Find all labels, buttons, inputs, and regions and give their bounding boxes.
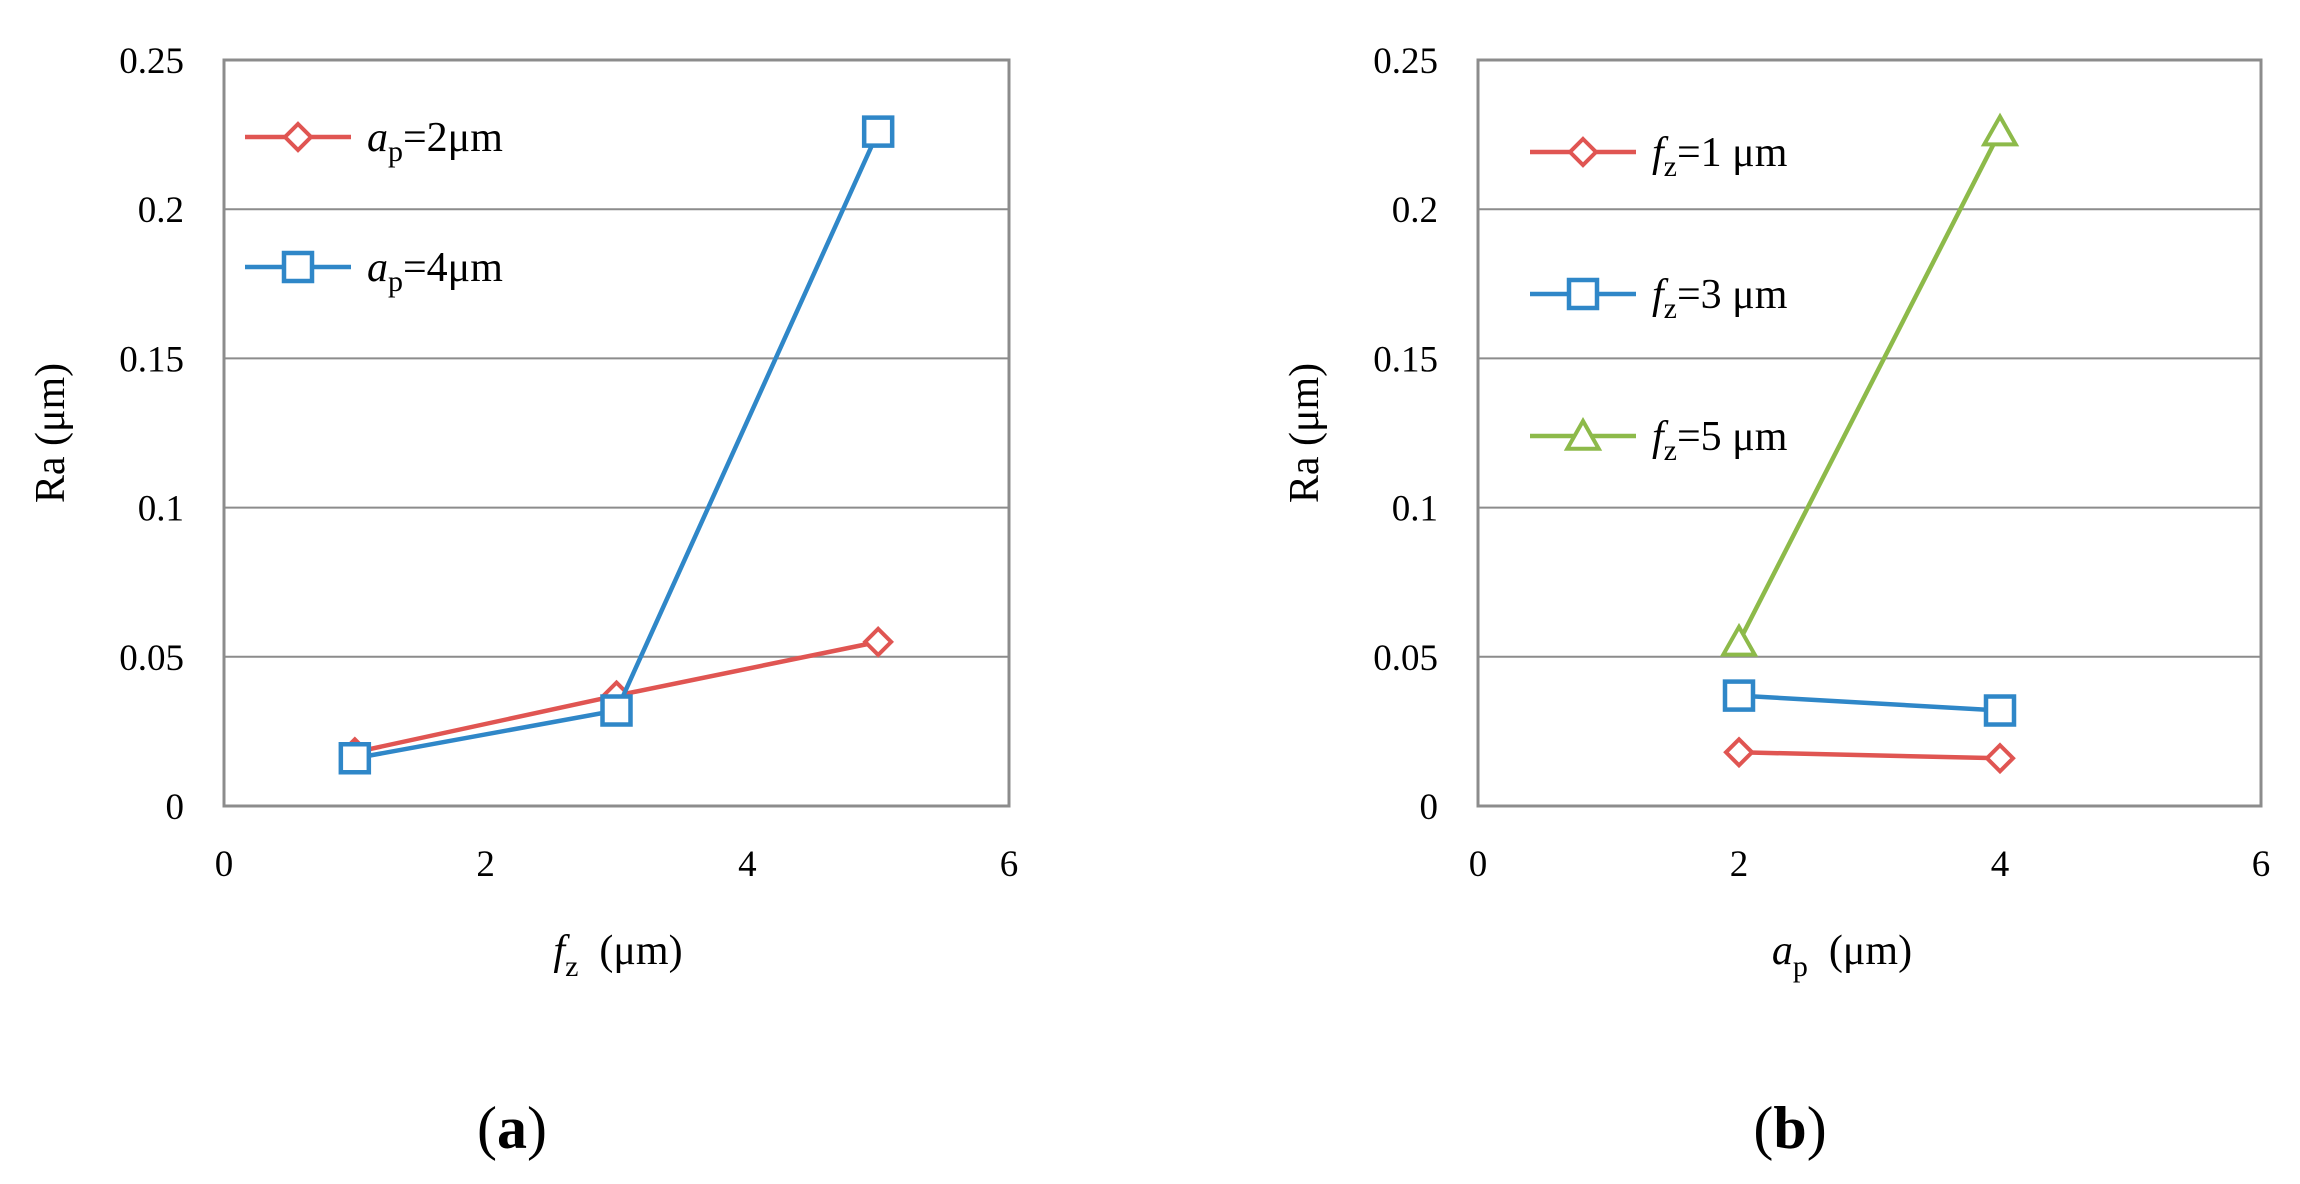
- legend: fz=1 μm fz=3 μm fz=5 μm: [1530, 130, 1788, 467]
- data-point: [861, 115, 895, 148]
- x-tick-label: 6: [2252, 844, 2271, 885]
- legend-marker: [1566, 277, 1600, 311]
- chart-panel-a: 0 0.05 0.1 0.15 0.2 0.25 0 2 4 6 Ra (μm) fz (μm) ap=…: [28, 41, 1018, 1161]
- y-tick-label: 0.25: [119, 41, 184, 82]
- data-point: [1984, 742, 2016, 775]
- legend-entry: fz=1 μm: [1652, 130, 1788, 183]
- y-tick-label: 0.15: [119, 339, 184, 380]
- x-tick-label: 6: [1000, 844, 1019, 885]
- y-tick-label: 0.15: [1373, 339, 1438, 380]
- series-line: [1738, 750, 2001, 761]
- x-axis-label: fz (μm): [553, 928, 682, 983]
- data-point: [1983, 694, 2017, 727]
- y-tick-label: 0.2: [1392, 190, 1438, 231]
- plot-area: [222, 58, 1011, 808]
- data-point: [338, 742, 372, 775]
- x-tick-label: 0: [1469, 844, 1488, 885]
- y-axis-label: Ra (μm): [1282, 363, 1328, 503]
- series-1: [338, 115, 895, 775]
- x-tick-label: 4: [1991, 844, 2010, 885]
- x-tick-label: 0: [215, 844, 234, 885]
- series-2: [1719, 112, 2020, 657]
- series-line: [1736, 130, 2003, 643]
- x-tick-label: 4: [738, 844, 757, 885]
- legend-entry: ap=2μm: [367, 115, 503, 168]
- data-point: [1722, 679, 1756, 712]
- series-line: [1738, 693, 2001, 713]
- panel-label: (a): [477, 1095, 547, 1161]
- series-1: [1722, 679, 2017, 727]
- y-tick-label: 0.2: [138, 190, 184, 231]
- y-tick-label: 0.1: [1392, 489, 1438, 530]
- y-tick-label: 0.05: [119, 638, 184, 679]
- legend-marker: [1567, 136, 1599, 168]
- data-point: [1723, 736, 1755, 769]
- y-tick-label: 0: [1420, 787, 1439, 828]
- legend: ap=2μm ap=4μm: [245, 115, 503, 298]
- chart-panel-b: 0 0.05 0.1 0.15 0.2 0.25 0 2 4 6 Ra (μm) ap (μm) fz=…: [1282, 41, 2270, 1161]
- legend-marker: [282, 121, 314, 153]
- legend-entry: fz=5 μm: [1652, 414, 1788, 467]
- y-tick-label: 0: [166, 787, 185, 828]
- y-tick-label: 0.1: [138, 489, 184, 530]
- panel-label: (b): [1753, 1095, 1826, 1161]
- data-point: [1719, 622, 1759, 657]
- data-point: [862, 626, 894, 658]
- data-point: [600, 694, 633, 727]
- y-tick-label: 0.25: [1373, 41, 1438, 82]
- x-tick-label: 2: [476, 844, 495, 885]
- series-line: [354, 130, 881, 761]
- plot-area: [1476, 58, 2263, 808]
- x-axis-label: ap (μm): [1772, 928, 1912, 983]
- x-tick-label: 2: [1730, 844, 1749, 885]
- legend-marker: [1563, 416, 1603, 451]
- data-point: [1980, 112, 2020, 147]
- legend-entry: fz=3 μm: [1652, 272, 1788, 325]
- legend-marker: [281, 250, 315, 284]
- legend-entry: ap=4μm: [367, 245, 503, 298]
- y-axis-label: Ra (μm): [28, 363, 74, 503]
- series-0: [1723, 736, 2016, 775]
- y-tick-label: 0.05: [1373, 638, 1438, 679]
